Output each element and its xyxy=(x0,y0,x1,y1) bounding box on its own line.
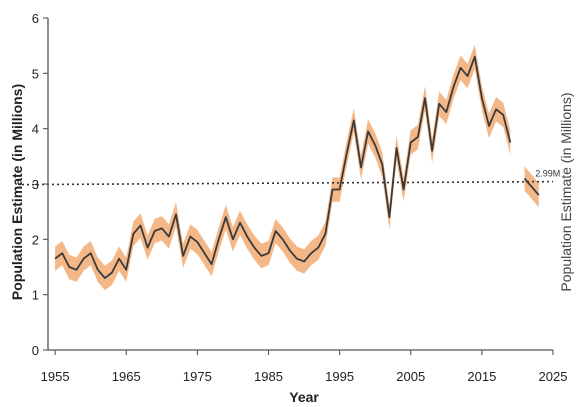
x-tick-label-1955: 1955 xyxy=(41,369,70,384)
x-tick-label-2005: 2005 xyxy=(396,369,425,384)
y-tick-label-3: 3 xyxy=(32,177,39,192)
y-axis-label-right: Population Estimate (in Millions) xyxy=(558,92,574,291)
series-lines xyxy=(54,55,540,280)
uncertainty-band-1 xyxy=(55,44,511,291)
x-tick-label-1995: 1995 xyxy=(325,369,354,384)
x-tick-label-1975: 1975 xyxy=(183,369,212,384)
x-axis-label: Year xyxy=(289,389,319,405)
x-tick-label-1985: 1985 xyxy=(254,369,283,384)
series-line-1 xyxy=(54,55,512,280)
y-tick-label-0: 0 xyxy=(32,343,39,358)
series-line-2 xyxy=(523,177,540,196)
x-tick-label-2015: 2015 xyxy=(467,369,496,384)
y-tick-label-4: 4 xyxy=(32,122,39,137)
x-tick-label-2025: 2025 xyxy=(539,369,568,384)
x-tick-label-1965: 1965 xyxy=(112,369,141,384)
uncertainty-bands xyxy=(55,44,539,291)
y-axis-ticks: 0 1 2 3 4 5 6 xyxy=(32,11,48,358)
reference-line-label: 2.99M xyxy=(535,169,560,179)
y-tick-label-6: 6 xyxy=(32,11,39,26)
reference-line xyxy=(21,180,554,186)
y-axis-label: Population Estimate (in Millions) xyxy=(9,84,25,300)
y-tick-label-5: 5 xyxy=(32,66,39,81)
x-axis-ticks: 1955 1965 1975 1985 1995 2005 2015 2025 xyxy=(41,350,568,384)
y-tick-label-2: 2 xyxy=(32,232,39,247)
y-tick-label-1: 1 xyxy=(32,288,39,303)
